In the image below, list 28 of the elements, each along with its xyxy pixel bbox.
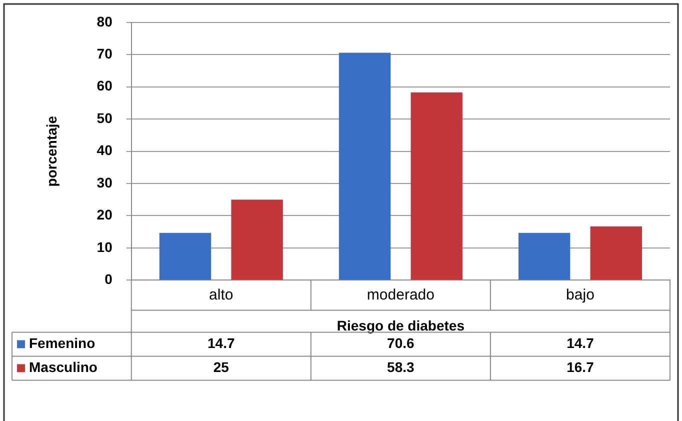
x-tick-label: moderado [366,286,434,304]
y-tick-label: 10 [96,238,113,255]
y-axis-title: porcentaje [43,116,60,187]
legend-label: Femenino [29,335,96,352]
data-label: 16.7 [566,359,594,376]
x-axis-title: Riesgo de diabetes [336,317,465,334]
y-tick-label: 0 [104,271,113,288]
data-label: 58.3 [387,359,415,376]
data-label: 14.7 [566,335,594,352]
bar [590,226,642,280]
data-label: 70.6 [387,335,415,352]
bar [159,232,212,280]
y-tick-label: 20 [96,206,113,223]
bar [231,200,283,280]
bar [518,232,570,280]
x-tick-label: alto [209,286,234,304]
x-tick-label: bajo [566,286,594,304]
legend-label: Masculino [29,359,98,376]
bar [338,52,391,280]
data-label: 25 [213,359,230,376]
y-tick-label: 70 [96,45,113,62]
data-label: 14.7 [208,335,235,352]
y-tick-label: 40 [96,142,113,158]
y-tick-label: 60 [96,78,113,94]
bar [410,92,462,280]
y-tick-label: 80 [96,13,113,30]
y-tick-label: 50 [96,110,113,126]
y-tick-label: 30 [96,174,113,190]
